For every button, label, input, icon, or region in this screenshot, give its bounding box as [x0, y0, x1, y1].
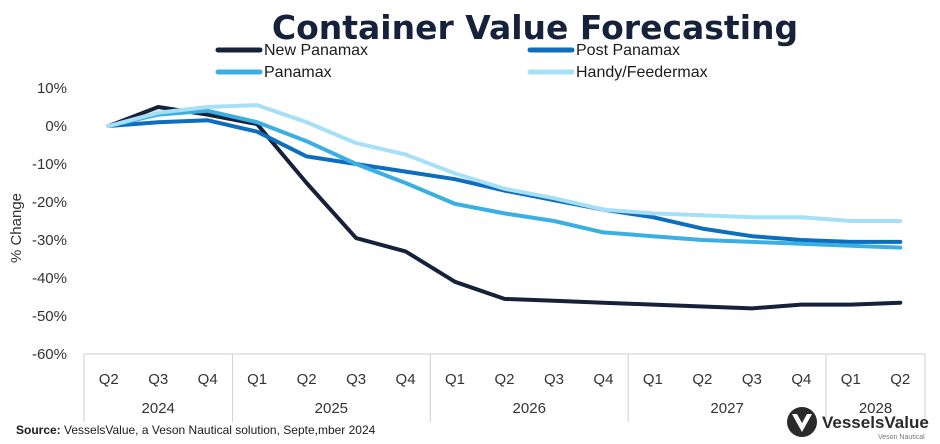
y-tick-label: -40%	[32, 270, 67, 287]
source-note: Source: VesselsValue, a Veson Nautical s…	[16, 423, 376, 437]
x-tick-label: Q3	[742, 371, 762, 388]
x-tick-label: Q3	[346, 371, 366, 388]
year-label: 2028	[859, 400, 892, 417]
x-axis: Q2 Q3 Q4 Q1 Q2 Q3 Q4 Q1 Q2 Q3 Q4 Q1 Q2 Q3 Q4 Q1 Q2 2024 20…	[83, 353, 926, 422]
series-line-handy-feedermax	[106, 103, 903, 223]
y-tick-label: -50%	[32, 308, 67, 325]
logo-subtitle: Veson Nautical	[878, 434, 925, 441]
x-tick-label: Q1	[247, 371, 267, 388]
series-line-panamax	[106, 108, 903, 250]
legend-label: Post Panamax	[576, 42, 680, 59]
legend-label: Panamax	[264, 64, 332, 81]
x-tick-label: Q3	[544, 371, 564, 388]
x-tick-label: Q4	[593, 371, 613, 388]
y-tick-label: -20%	[32, 194, 67, 211]
x-tick-label: Q2	[692, 371, 712, 388]
legend-label: New Panamax	[264, 42, 368, 59]
x-tick-label: Q2	[99, 371, 119, 388]
x-tick-label: Q1	[841, 371, 861, 388]
x-tick-label: Q4	[198, 371, 218, 388]
y-tick-label: -30%	[32, 232, 67, 249]
y-axis-label: % Change	[8, 193, 25, 263]
year-label: 2025	[315, 400, 348, 417]
legend: New Panamax Post Panamax Panamax Handy/Feed…	[215, 42, 708, 81]
x-tick-label: Q4	[396, 371, 416, 388]
series-line-post-panamax	[106, 118, 903, 244]
legend-label: Handy/Feedermax	[576, 64, 708, 81]
y-tick-label: -60%	[32, 346, 67, 363]
x-tick-label: Q3	[148, 371, 168, 388]
x-tick-label: Q2	[494, 371, 514, 388]
series-line-new-panamax	[106, 105, 903, 311]
source-label: Source:	[16, 423, 61, 437]
vesselsvalue-logo: VesselsValue Veson Nautical	[787, 407, 929, 441]
y-axis: 10% 0% -10% -20% -30% -40% -50% -60%	[32, 80, 67, 363]
x-tick-label: Q2	[890, 371, 910, 388]
x-tick-label: Q1	[643, 371, 663, 388]
year-label: 2026	[513, 400, 546, 417]
y-tick-label: 10%	[37, 80, 67, 97]
x-tick-label: Q2	[297, 371, 317, 388]
chart-title: Container Value Forecasting	[272, 8, 798, 47]
x-tick-label: Q4	[791, 371, 811, 388]
year-label: 2027	[710, 400, 743, 417]
year-label: 2024	[142, 400, 175, 417]
logo-name: VesselsValue	[822, 413, 929, 432]
source-text: VesselsValue, a Veson Nautical solution,…	[61, 423, 376, 437]
x-tick-label: Q1	[445, 371, 465, 388]
plot-lines	[106, 103, 903, 311]
y-tick-label: 0%	[45, 118, 67, 135]
vesselsvalue-logo-icon	[787, 407, 817, 437]
y-tick-label: -10%	[32, 156, 67, 173]
